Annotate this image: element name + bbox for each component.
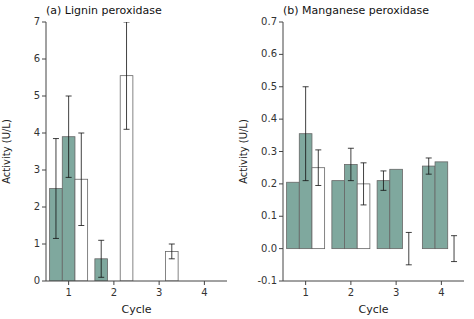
x-axis-line <box>46 281 227 282</box>
panel: 0 1 2 3 4 5 6 7 1 2 3 4 Cycle Activity (U/L) (a) Ligni… <box>1 4 227 316</box>
y-tick-label: 7 <box>34 16 40 27</box>
y-tick-label: 1 <box>34 238 40 249</box>
y-tick <box>279 151 283 152</box>
y-tick-label: 0 <box>34 275 40 286</box>
error-bar <box>98 240 104 277</box>
x-axis-line <box>283 281 464 282</box>
x-tick-label: 4 <box>201 287 207 298</box>
y-tick <box>42 281 46 282</box>
x-axis-label: Cycle <box>121 303 151 316</box>
chart-title: (b) Manganese peroxidase <box>283 4 429 17</box>
y-tick <box>42 22 46 23</box>
y-tick-label: -0.1 <box>257 275 277 286</box>
y-tick-label: 0.3 <box>261 146 277 157</box>
y-axis-label: Activity (U/L) <box>1 119 12 184</box>
error-bar <box>66 96 72 177</box>
bar <box>390 169 403 248</box>
y-tick-label: 5 <box>34 90 40 101</box>
y-tick <box>42 207 46 208</box>
error-bar <box>169 244 175 259</box>
y-tick-label: 0.5 <box>261 81 277 92</box>
error-bar <box>124 22 130 129</box>
error-bar <box>451 236 457 262</box>
x-tick <box>305 281 306 285</box>
y-tick <box>279 86 283 87</box>
bar <box>435 162 448 249</box>
panel: -0.1 0.0 0.1 0.2 0.3 0.4 0.5 0.6 0.7 1 2 3 4 Cycle Act… <box>238 4 464 316</box>
x-tick <box>204 281 205 285</box>
y-tick-label: 3 <box>34 164 40 175</box>
bar <box>287 182 300 248</box>
y-tick <box>279 22 283 23</box>
x-tick-label: 2 <box>111 287 117 298</box>
y-tick <box>42 59 46 60</box>
y-tick <box>279 281 283 282</box>
x-tick <box>159 281 160 285</box>
y-tick-label: 4 <box>34 127 40 138</box>
y-tick-label: 0.1 <box>261 210 277 221</box>
y-tick <box>279 119 283 120</box>
error-bar <box>303 87 309 181</box>
error-bar <box>348 148 354 180</box>
error-bar <box>53 139 59 239</box>
x-tick <box>441 281 442 285</box>
x-tick <box>68 281 69 285</box>
error-bar <box>78 133 84 226</box>
x-tick-label: 3 <box>156 287 162 298</box>
x-tick-label: 2 <box>348 287 354 298</box>
y-tick-label: 0.4 <box>261 113 277 124</box>
x-tick <box>350 281 351 285</box>
y-tick-label: 0.6 <box>261 48 277 59</box>
error-bar <box>315 150 321 186</box>
y-tick <box>42 170 46 171</box>
y-tick <box>42 133 46 134</box>
x-tick <box>396 281 397 285</box>
error-bar <box>406 232 412 264</box>
plot-area <box>287 87 457 265</box>
y-tick-label: 0.0 <box>261 243 277 254</box>
y-tick-label: 0.7 <box>261 16 277 27</box>
y-axis-line <box>46 22 47 281</box>
chart-title: (a) Lignin peroxidase <box>46 4 162 17</box>
error-bar <box>361 163 367 205</box>
y-tick <box>42 96 46 97</box>
y-tick-label: 2 <box>34 201 40 212</box>
error-bar <box>426 158 432 174</box>
x-tick-label: 1 <box>302 287 308 298</box>
x-tick-label: 1 <box>65 287 71 298</box>
error-bar <box>380 171 386 190</box>
y-tick-label: 0.2 <box>261 178 277 189</box>
bar <box>332 181 345 249</box>
y-axis-line <box>283 22 284 281</box>
plot-area <box>50 22 179 281</box>
x-tick-label: 4 <box>438 287 444 298</box>
bar <box>422 166 435 249</box>
y-tick <box>279 183 283 184</box>
bar <box>377 181 390 249</box>
chart-canvas: 0 1 2 3 4 5 6 7 1 2 3 4 Cycle Activity (U/L) (a) Ligni… <box>0 0 474 319</box>
y-axis-label: Activity (U/L) <box>238 119 249 184</box>
x-tick <box>113 281 114 285</box>
y-tick <box>279 248 283 249</box>
y-tick <box>279 216 283 217</box>
x-axis-label: Cycle <box>358 303 388 316</box>
y-tick <box>42 244 46 245</box>
y-tick-label: 6 <box>34 53 40 64</box>
y-tick <box>279 54 283 55</box>
x-tick-label: 3 <box>393 287 399 298</box>
